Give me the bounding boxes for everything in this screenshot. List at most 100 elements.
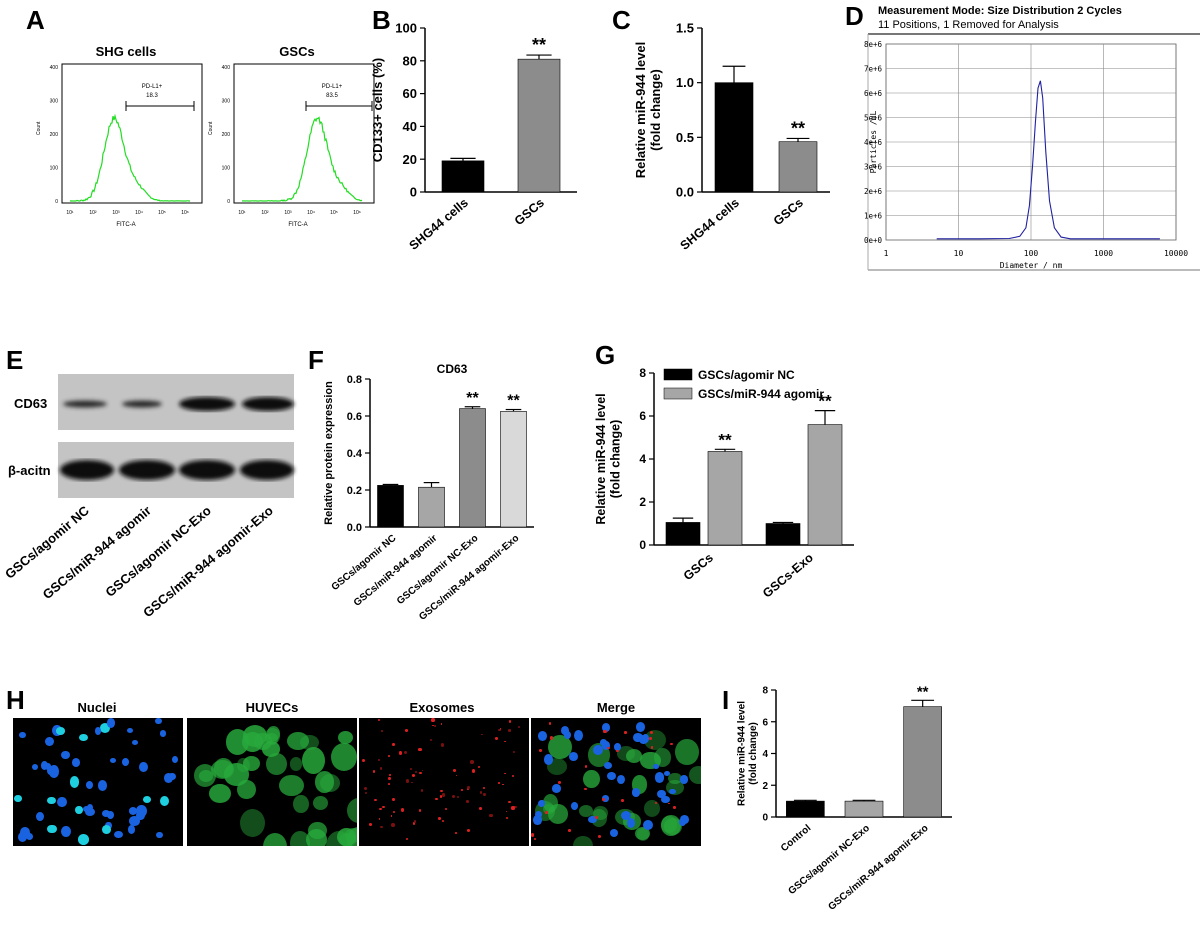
cell-spot xyxy=(551,784,561,793)
cell-spot xyxy=(466,788,469,791)
cell-spot xyxy=(126,727,134,733)
merge-image xyxy=(531,718,701,846)
cell-spot xyxy=(610,828,618,837)
x-tick-label: GSCs/miR-944 agomir-Exo xyxy=(826,823,930,913)
cell-spot xyxy=(135,811,145,821)
cell-spot xyxy=(86,803,94,811)
cell-spot xyxy=(61,825,72,838)
cell-spot xyxy=(368,823,372,827)
cell-spot xyxy=(25,833,33,841)
bar xyxy=(517,58,561,193)
gate-value: 18.3 xyxy=(146,93,158,99)
cell-spot xyxy=(84,808,95,817)
cell-spot xyxy=(374,798,378,802)
significance-label: ** xyxy=(466,390,479,407)
y-tick-label: 6e+6 xyxy=(864,89,883,98)
cell-spot xyxy=(139,761,149,773)
cell-spot xyxy=(661,796,671,804)
y-tick-label: 300 xyxy=(50,99,59,105)
cell-spot xyxy=(31,764,39,770)
cell-spot xyxy=(97,779,107,791)
cell-spot xyxy=(392,798,396,802)
y-tick-label: 7e+6 xyxy=(864,65,883,74)
cell-spot xyxy=(305,829,327,846)
cell-spot xyxy=(626,818,636,829)
y-tick-label: 100 xyxy=(395,21,417,36)
cell-spot xyxy=(547,735,572,760)
cell-spot xyxy=(242,755,260,771)
cell-spot xyxy=(624,731,627,734)
bar xyxy=(807,424,843,546)
cell-spot xyxy=(616,750,619,753)
cell-spot xyxy=(441,819,445,822)
cell-spot xyxy=(470,760,474,765)
cell-spot xyxy=(331,743,357,772)
cell-spot xyxy=(642,733,650,743)
nta-header: Measurement Mode: Size Distribution 2 Cy… xyxy=(878,5,1122,17)
cell-spot xyxy=(570,801,578,810)
cell-spot xyxy=(604,761,613,769)
cell-spot xyxy=(508,720,512,723)
cell-spot xyxy=(672,805,676,810)
cell-spot xyxy=(478,806,482,810)
x-tick-label: GSCs-Exo xyxy=(760,550,816,600)
cell-spot xyxy=(649,737,652,740)
cell-spot xyxy=(242,725,268,748)
cell-spot xyxy=(560,726,570,736)
cell-spot xyxy=(44,736,55,747)
cell-spot xyxy=(440,722,443,725)
y-axis-label: Relative miR-944 level(fold change) xyxy=(633,42,663,179)
y-tick-label: 1.0 xyxy=(676,75,694,90)
cell-spot xyxy=(110,758,117,764)
cell-spot xyxy=(544,811,548,814)
cell-spot xyxy=(419,771,422,775)
cell-spot xyxy=(415,770,418,773)
cell-spot xyxy=(437,816,441,820)
cell-spot xyxy=(689,766,701,784)
x-tick-label: 10⁵ xyxy=(330,210,338,216)
y-tick-label: 60 xyxy=(403,86,417,101)
bar xyxy=(765,523,801,546)
bar xyxy=(441,160,485,193)
cell-spot xyxy=(508,800,511,803)
panel-letter-b: B xyxy=(372,5,391,35)
cell-spot xyxy=(582,769,600,789)
flow-title: GSCs xyxy=(279,44,314,59)
y-axis-label: Relative protein expression xyxy=(323,381,335,525)
cell-spot xyxy=(48,765,60,778)
cell-spot xyxy=(387,783,390,786)
cell-spot xyxy=(363,787,368,791)
cell-spot xyxy=(361,758,365,762)
y-tick-label: 100 xyxy=(50,166,59,172)
significance-label: ** xyxy=(917,683,929,700)
cell-spot xyxy=(61,750,71,759)
cell-spot xyxy=(199,770,214,783)
y-axis-label: CD133+ cells (%) xyxy=(370,58,385,162)
cell-spot xyxy=(617,775,626,785)
y-tick-label: 0.5 xyxy=(676,130,694,145)
image-title-nuclei: Nuclei xyxy=(77,700,116,715)
plot-frame xyxy=(885,43,1177,241)
cell-spot xyxy=(387,777,391,781)
x-axis-label: FITC-A xyxy=(116,222,135,228)
y-tick-label: 200 xyxy=(50,132,59,138)
y-tick-label: 8 xyxy=(762,686,768,697)
cell-spot xyxy=(55,727,65,735)
x-axis-label: Diameter / nm xyxy=(1000,261,1063,270)
cell-spot xyxy=(531,833,534,837)
bar xyxy=(377,485,404,528)
y-tick-label: 20 xyxy=(403,152,417,167)
band-label-cd63: CD63 xyxy=(14,396,47,411)
y-tick-label: 80 xyxy=(403,53,417,68)
cell-spot xyxy=(346,798,357,824)
cell-spot xyxy=(649,731,653,735)
cell-spot xyxy=(20,827,31,838)
cell-spot xyxy=(534,810,543,819)
y-tick-label: 100 xyxy=(222,166,231,172)
cell-spot xyxy=(620,811,631,821)
significance-label: ** xyxy=(507,393,520,410)
cell-spot xyxy=(36,811,45,822)
cell-spot xyxy=(441,793,446,797)
y-tick-label: 0e+0 xyxy=(864,236,883,245)
cell-spot xyxy=(240,809,266,838)
